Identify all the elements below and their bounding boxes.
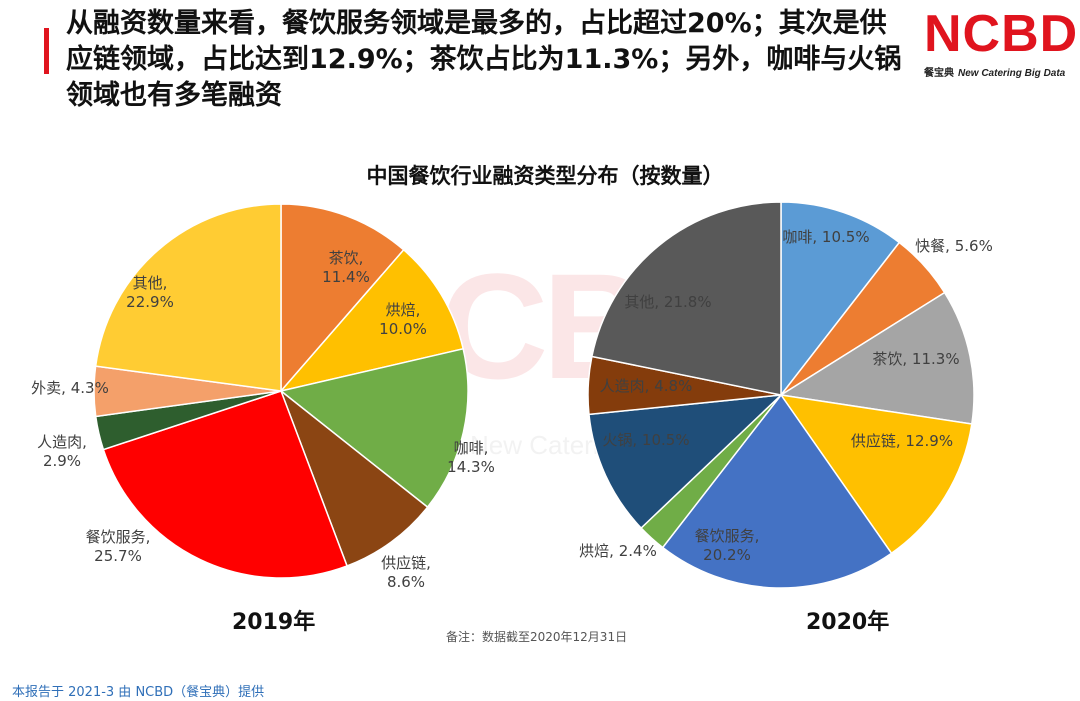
ncbd-logo: NCBD 餐宝典 New Catering Big Data: [924, 5, 1079, 79]
pie-2020-label-3: 供应链, 12.9%: [851, 432, 953, 450]
pie-2020-slice-0: [780, 201, 901, 398]
pie-2020-label-7: 人造肉, 4.8%: [600, 377, 693, 395]
pie-chart-2020: 咖啡, 10.5% 快餐, 5.6% 茶饮, 11.3% 供应链, 12.9% 餐饮服务…: [579, 201, 993, 589]
logo-tagline-cn: 餐宝典: [924, 68, 954, 79]
pie-2019-slice-4: [102, 390, 349, 579]
pie-2019-slice-7: [94, 203, 282, 392]
logo-wordmark: NCBD: [924, 5, 1079, 63]
pie-2020-slice-4: [661, 393, 893, 589]
pie-chart-2019: 茶饮, 11.4%烘焙, 10.0% 咖啡, 14.3% 供应链, 8.6% 餐饮服务, 25.…: [31, 203, 495, 591]
accent-bar: [44, 28, 49, 74]
pie-2020-slice-3: [779, 393, 973, 555]
pie-2020-label-4: 餐饮服务, 20.2%: [695, 527, 760, 564]
pie-2020-label-8: 其他, 21.8%: [624, 293, 711, 311]
pie-2019-slice-2: [279, 347, 469, 509]
chart-title: 中国餐饮行业融资类型分布（按数量）: [366, 164, 724, 188]
pie-2020-label-6: 火锅, 10.5%: [602, 431, 689, 449]
pie-2019-label-2: 咖啡, 14.3%: [447, 439, 495, 476]
pie-2019-label-3: 供应链, 8.6%: [381, 554, 431, 591]
footer-credit: 本报告于 2021-3 由 NCBD（餐宝典）提供: [12, 685, 265, 700]
logo-tagline: 餐宝典 New Catering Big Data: [924, 64, 1074, 79]
pie-2020-slice-2: [778, 291, 975, 425]
year-label-2020: 2020年: [806, 610, 890, 635]
pie-2019-slice-0: [280, 203, 405, 394]
pie-2019-slice-3: [279, 388, 429, 567]
headline: 从融资数量来看，餐饮服务领域是最多的，占比超过20%；其次是供应链领域，占比达到…: [66, 8, 902, 111]
pie-2019-label-6: 外卖, 4.3%: [31, 379, 109, 397]
pie-2019-label-7: 其他, 22.9%: [126, 274, 174, 311]
pie-2019-label-1: 烘焙, 10.0%: [379, 301, 427, 338]
data-note: 备注：数据截至2020年12月31日: [446, 630, 628, 644]
logo-tagline-en: New Catering Big Data: [958, 68, 1066, 79]
pie-2020-slice-6: [588, 394, 784, 530]
pie-2020-label-5: 烘焙, 2.4%: [579, 542, 657, 560]
pie-2020-slice-8: [591, 201, 782, 396]
year-label-2019: 2019年: [232, 610, 316, 635]
pie-2019-slice-1: [278, 248, 465, 393]
pie-2019-label-4: 餐饮服务, 25.7%: [86, 528, 151, 565]
pie-2020-label-2: 茶饮, 11.3%: [872, 350, 959, 368]
pie-2020-label-1: 快餐, 5.6%: [915, 237, 993, 255]
pie-2019-label-0: 茶饮, 11.4%: [322, 249, 370, 286]
pie-2020-label-0: 咖啡, 10.5%: [782, 228, 869, 246]
pie-2019-label-5: 人造肉, 2.9%: [37, 433, 87, 470]
